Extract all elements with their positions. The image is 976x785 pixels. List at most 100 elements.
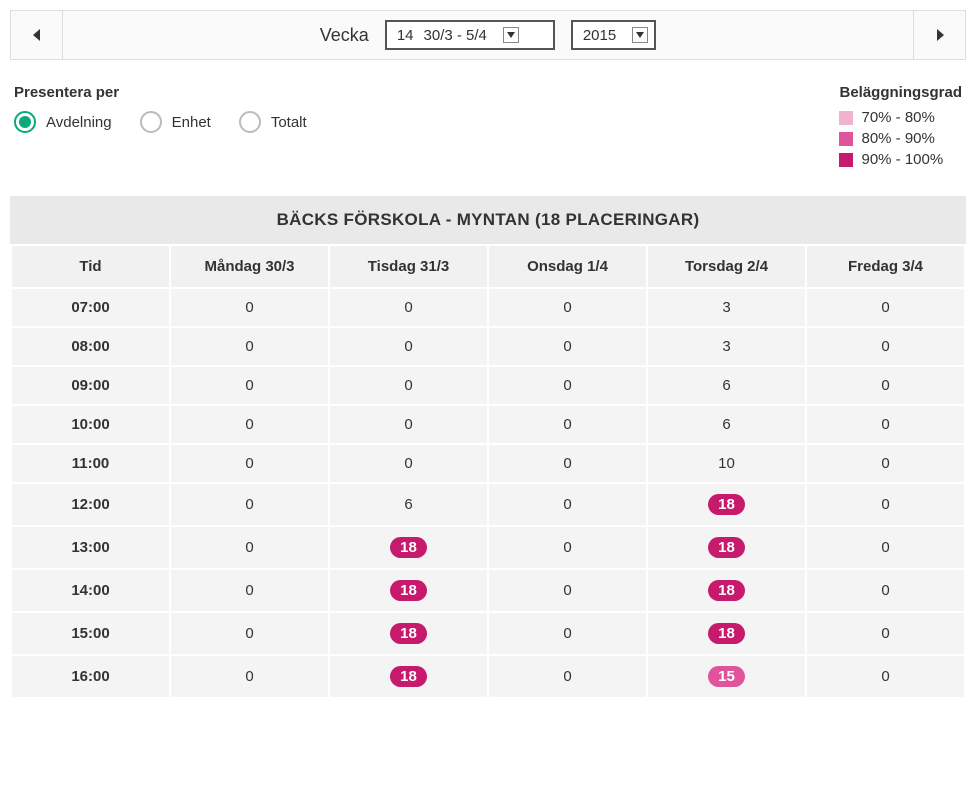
value-cell: 0 [489,445,646,482]
value-cell: 0 [807,445,964,482]
filter-title: Presentera per [14,84,307,101]
legend-item: 90% - 100% [839,151,962,168]
col-header-time: Tid [12,246,169,287]
legend-swatch [839,111,853,125]
table-row: 08:0000030 [12,328,964,365]
value-cell: 3 [648,328,805,365]
time-cell: 15:00 [12,613,169,654]
week-select[interactable]: 14 30/3 - 5/4 [385,20,555,50]
value-cell: 0 [489,289,646,326]
value-cell: 0 [489,656,646,697]
legend-swatch [839,132,853,146]
value-cell: 0 [807,367,964,404]
value-cell: 0 [330,406,487,443]
time-cell: 10:00 [12,406,169,443]
radio-label: Avdelning [46,114,112,131]
table-row: 07:0000030 [12,289,964,326]
legend: Beläggningsgrad 70% - 80% 80% - 90% 90% - … [839,84,962,172]
value-cell: 6 [648,406,805,443]
value-cell: 0 [807,570,964,611]
week-nav-bar: Vecka 14 30/3 - 5/4 2015 [10,10,966,60]
radio-circle-icon [239,111,261,133]
prev-week-button[interactable] [11,11,63,59]
value-cell: 0 [330,328,487,365]
occupancy-pill: 18 [708,494,745,515]
value-cell: 0 [171,656,328,697]
radio-totalt[interactable]: Totalt [239,111,307,133]
radio-circle-icon [14,111,36,133]
occupancy-pill: 15 [708,666,745,687]
value-cell: 0 [489,570,646,611]
table-row: 13:000180180 [12,527,964,568]
value-cell: 0 [330,367,487,404]
radio-enhet[interactable]: Enhet [140,111,211,133]
year-select[interactable]: 2015 [571,20,656,50]
radio-circle-icon [140,111,162,133]
legend-swatch [839,153,853,167]
value-cell: 0 [489,484,646,525]
value-cell: 15 [648,656,805,697]
legend-label: 70% - 80% [861,109,934,126]
value-cell: 0 [489,613,646,654]
occupancy-pill: 18 [390,666,427,687]
radio-avdelning[interactable]: Avdelning [14,111,112,133]
value-cell: 18 [648,613,805,654]
value-cell: 18 [330,527,487,568]
value-cell: 6 [330,484,487,525]
value-cell: 6 [648,367,805,404]
value-cell: 0 [489,527,646,568]
value-cell: 3 [648,289,805,326]
radio-group: Avdelning Enhet Totalt [14,111,307,133]
col-header-day: Fredag 3/4 [807,246,964,287]
legend-item: 80% - 90% [839,130,962,147]
time-cell: 07:00 [12,289,169,326]
chevron-down-icon [503,27,519,43]
week-range: 30/3 - 5/4 [424,27,487,44]
value-cell: 0 [489,367,646,404]
occupancy-pill: 18 [390,623,427,644]
year-value: 2015 [583,27,616,44]
chevron-down-icon [632,27,648,43]
value-cell: 0 [171,445,328,482]
chevron-right-icon [935,29,945,41]
value-cell: 0 [171,367,328,404]
value-cell: 0 [171,613,328,654]
value-cell: 0 [807,656,964,697]
chevron-left-icon [32,29,42,41]
occupancy-pill: 18 [390,537,427,558]
radio-label: Totalt [271,114,307,131]
table-row: 15:000180180 [12,613,964,654]
value-cell: 0 [807,289,964,326]
value-cell: 10 [648,445,805,482]
occupancy-pill: 18 [390,580,427,601]
legend-title: Beläggningsgrad [839,84,962,101]
week-number: 14 [397,27,414,44]
filter-row: Presentera per Avdelning Enhet Totalt Belä… [10,84,966,172]
value-cell: 0 [489,406,646,443]
value-cell: 18 [648,570,805,611]
week-label: Vecka [320,25,369,46]
value-cell: 0 [807,328,964,365]
table-row: 14:000180180 [12,570,964,611]
radio-label: Enhet [172,114,211,131]
value-cell: 0 [807,484,964,525]
legend-label: 80% - 90% [861,130,934,147]
value-cell: 18 [648,484,805,525]
time-cell: 08:00 [12,328,169,365]
week-center: Vecka 14 30/3 - 5/4 2015 [63,11,913,59]
value-cell: 0 [171,484,328,525]
value-cell: 18 [330,656,487,697]
col-header-day: Tisdag 31/3 [330,246,487,287]
value-cell: 0 [171,289,328,326]
table-row: 09:0000060 [12,367,964,404]
schedule-table: TidMåndag 30/3Tisdag 31/3Onsdag 1/4Torsd… [10,244,966,699]
occupancy-pill: 18 [708,623,745,644]
table-row: 11:00000100 [12,445,964,482]
value-cell: 0 [171,406,328,443]
filter-group: Presentera per Avdelning Enhet Totalt [14,84,307,133]
value-cell: 0 [171,328,328,365]
legend-label: 90% - 100% [861,151,943,168]
col-header-day: Onsdag 1/4 [489,246,646,287]
value-cell: 0 [489,328,646,365]
next-week-button[interactable] [913,11,965,59]
